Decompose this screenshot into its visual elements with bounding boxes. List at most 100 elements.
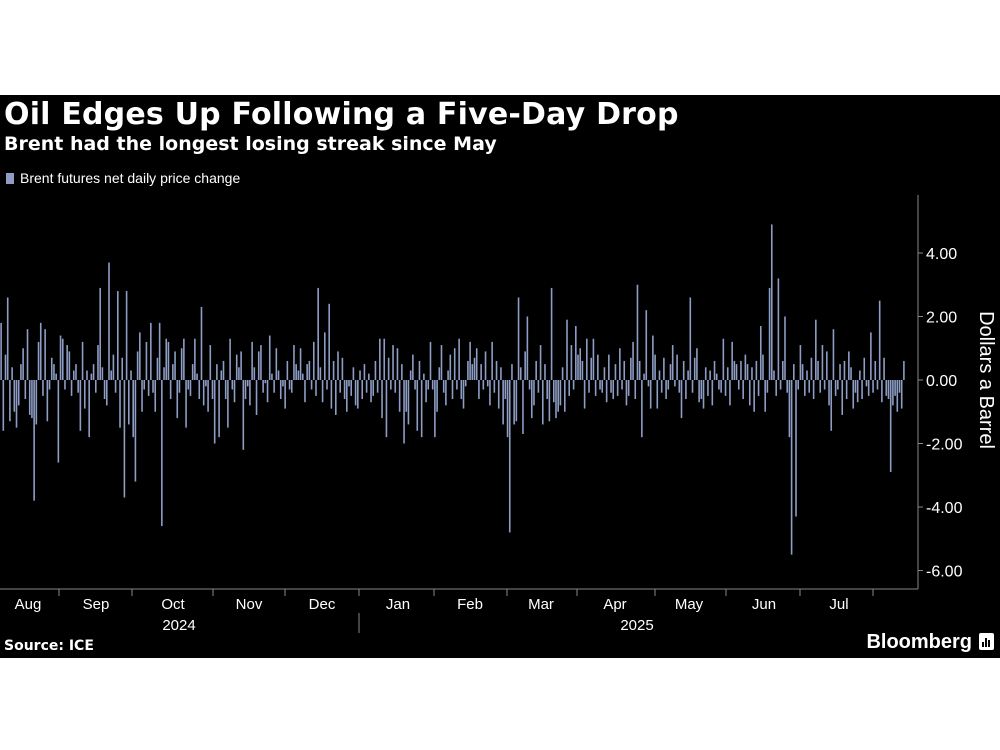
bar	[566, 319, 568, 380]
bar	[863, 357, 866, 380]
bar	[625, 380, 628, 406]
bar	[403, 380, 405, 444]
bar	[546, 380, 548, 400]
bar	[616, 380, 619, 396]
bar	[687, 370, 689, 380]
bar	[453, 348, 456, 380]
bar	[346, 380, 348, 412]
y-axis: 4.00 2.00 0.00 -2.00 -4.00 -6.00 Dollars a Bar…	[917, 195, 997, 589]
bar	[290, 380, 293, 393]
bar	[83, 380, 86, 409]
bar	[119, 380, 121, 428]
bar	[870, 332, 872, 381]
bar	[812, 380, 815, 400]
bar	[284, 380, 286, 409]
bar	[511, 364, 513, 381]
bar	[35, 380, 38, 425]
bar	[685, 380, 687, 400]
bar	[528, 380, 531, 390]
bar	[647, 380, 650, 387]
bar	[231, 380, 234, 390]
bar	[359, 370, 361, 380]
bar	[341, 357, 344, 380]
bar	[216, 364, 218, 381]
bar	[757, 380, 760, 396]
bar	[839, 364, 841, 381]
bar	[597, 354, 599, 380]
bar	[185, 380, 187, 428]
bar	[306, 364, 308, 381]
bar	[896, 380, 899, 412]
bar	[533, 380, 535, 406]
bar	[72, 370, 75, 380]
bar	[852, 380, 855, 409]
bar	[742, 380, 744, 400]
bar	[541, 380, 544, 425]
bar	[478, 380, 480, 400]
bar	[108, 262, 110, 380]
bar	[881, 380, 883, 403]
bar	[33, 380, 35, 501]
x-month-label: Mar	[528, 596, 554, 613]
bar	[700, 380, 703, 400]
bar	[746, 364, 749, 381]
bar	[652, 335, 654, 380]
bar	[317, 287, 319, 380]
x-month-label: Jun	[752, 596, 776, 613]
bar	[645, 310, 648, 380]
bar	[246, 380, 249, 387]
bar	[268, 335, 271, 380]
bar	[447, 370, 449, 380]
bar	[676, 354, 678, 380]
bar	[39, 322, 42, 380]
x-month-label: Aug	[15, 596, 42, 613]
bar	[312, 341, 315, 380]
bar	[368, 373, 370, 380]
bar	[508, 380, 511, 533]
bar	[401, 364, 403, 381]
legend-swatch	[6, 172, 14, 184]
bar	[506, 380, 509, 438]
y-axis-title: Dollars a Barrel	[975, 311, 997, 449]
bar	[141, 380, 143, 412]
bar	[191, 364, 194, 381]
legend-label: Brent futures net daily price change	[20, 170, 241, 186]
bar	[335, 380, 337, 415]
bar	[689, 297, 692, 380]
bar	[715, 373, 718, 380]
bar	[614, 364, 617, 381]
bar	[86, 370, 88, 380]
bar	[6, 297, 9, 380]
bar	[293, 345, 295, 380]
bar	[262, 380, 264, 393]
bar	[517, 297, 520, 380]
bar	[180, 348, 183, 380]
bar	[17, 380, 20, 406]
bar	[310, 380, 313, 390]
bar	[213, 380, 216, 444]
bar	[643, 373, 645, 380]
bar	[44, 329, 46, 380]
bar	[365, 380, 368, 393]
bar	[77, 380, 79, 393]
bar	[605, 380, 608, 403]
bar	[257, 351, 260, 380]
bar	[9, 380, 11, 422]
bar	[207, 380, 209, 412]
bar	[889, 380, 892, 473]
bar	[383, 338, 386, 380]
bar	[321, 380, 324, 403]
bar	[819, 380, 822, 393]
bar	[464, 380, 467, 387]
bar	[674, 380, 676, 387]
bar	[726, 367, 729, 380]
bar	[612, 380, 615, 400]
bar	[297, 370, 300, 380]
bar	[101, 367, 104, 380]
bar	[431, 380, 434, 390]
bar	[81, 341, 84, 380]
bar	[469, 341, 471, 380]
bar	[68, 351, 71, 380]
bar	[548, 380, 551, 422]
bar	[423, 373, 425, 380]
